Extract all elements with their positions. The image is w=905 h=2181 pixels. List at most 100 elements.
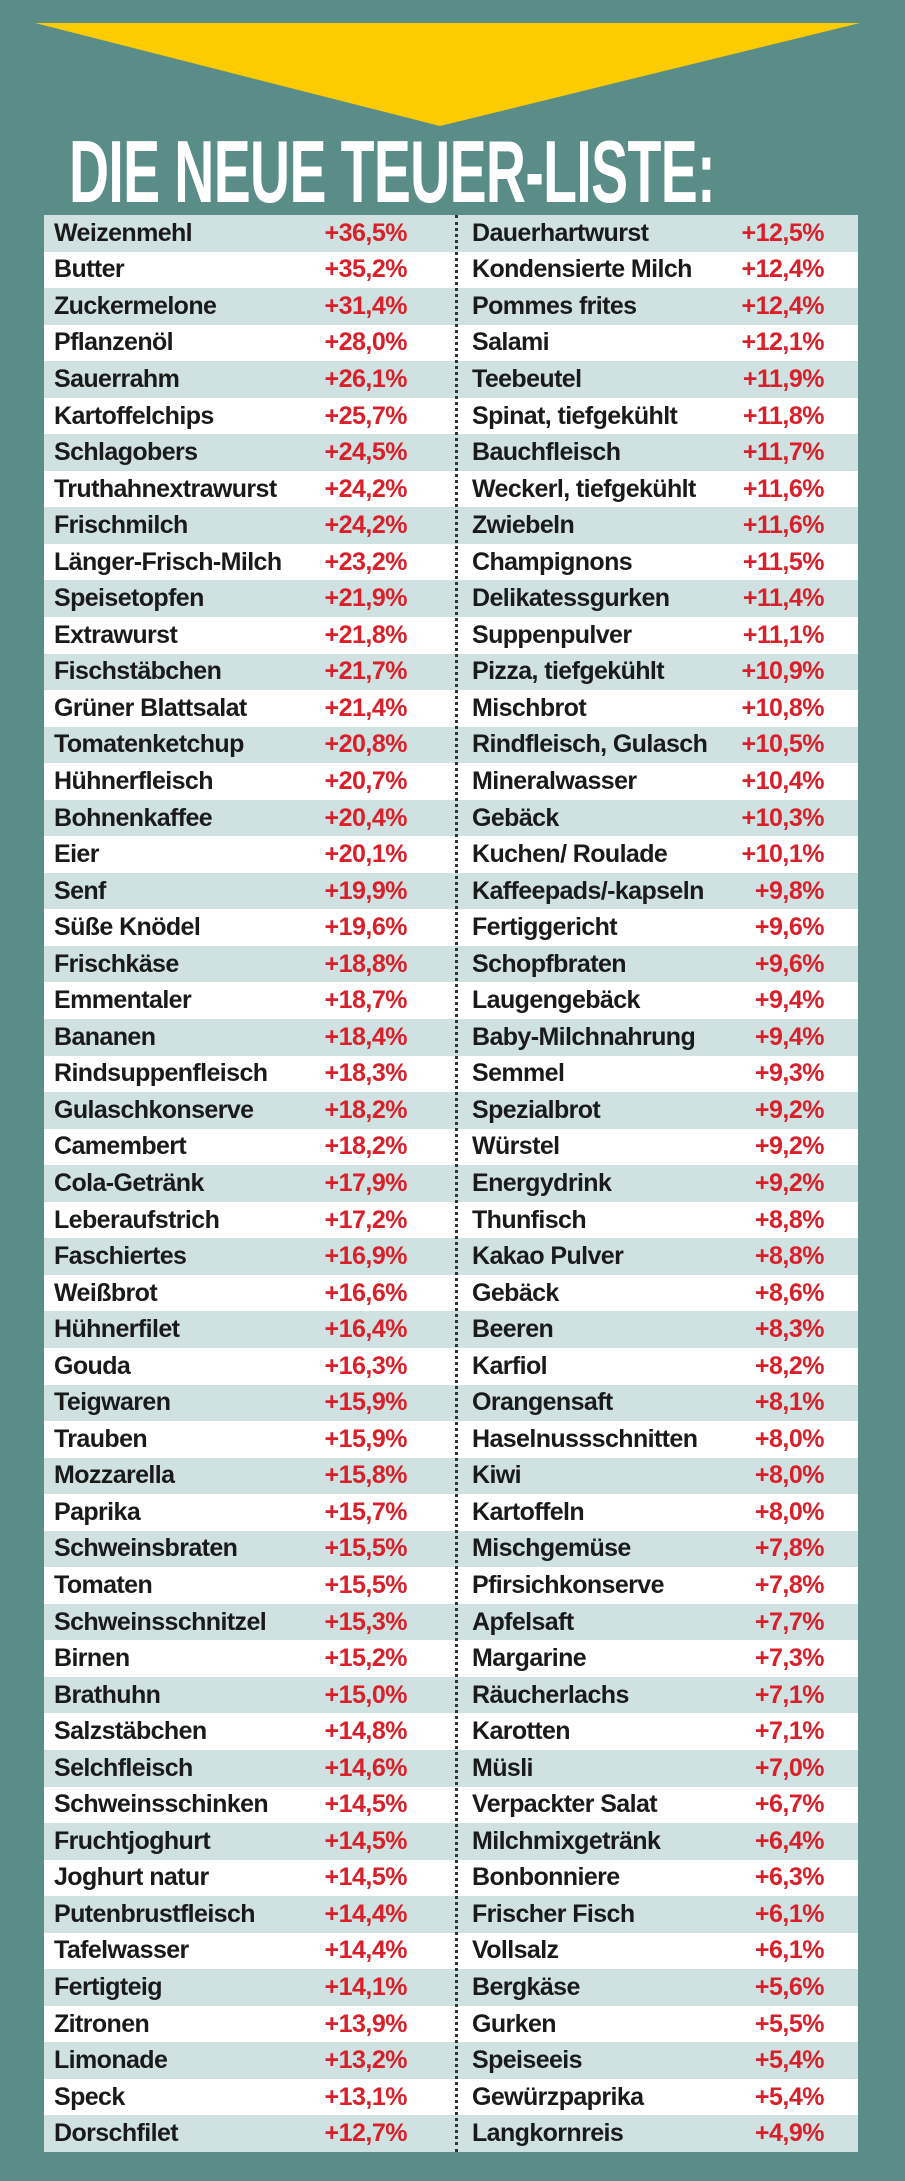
right-item-name: Margarine	[472, 1644, 587, 1673]
right-item-name: Gurken	[472, 2009, 557, 2038]
table-row: Camembert +18,2% Würstel +9,2%	[44, 1129, 858, 1166]
table-row: Limonade +13,2% Speiseeis +5,4%	[44, 2042, 858, 2079]
right-item-percent: +8,3%	[754, 1315, 825, 1344]
table-row: Truthahnextrawurst +24,2% Weckerl, tiefgek…	[44, 471, 858, 508]
right-item-percent: +9,6%	[754, 949, 825, 978]
right-item-name: Milchmixgetränk	[472, 1826, 661, 1855]
right-item-percent: +6,1%	[754, 1936, 825, 1965]
right-item-name: Bonbonniere	[472, 1863, 620, 1892]
left-item-name: Tafelwasser	[54, 1936, 189, 1965]
left-item-name: Brathuhn	[54, 1680, 161, 1709]
right-item-percent: +4,9%	[754, 2119, 825, 2148]
right-item-percent: +8,1%	[754, 1388, 825, 1417]
table-row: Salzstäbchen +14,8% Karotten +7,1%	[44, 1713, 858, 1750]
left-item-name: Frischmilch	[54, 511, 188, 540]
left-item-percent: +18,2%	[324, 1132, 408, 1161]
left-item-percent: +18,7%	[324, 986, 408, 1015]
right-item-name: Bauchfleisch	[472, 438, 621, 467]
right-item-percent: +12,4%	[741, 291, 825, 320]
left-item-name: Selchfleisch	[54, 1753, 193, 1782]
right-item-name: Gewürzpaprika	[472, 2082, 644, 2111]
left-item-percent: +14,1%	[324, 1973, 408, 2002]
right-item-percent: +11,7%	[742, 438, 825, 467]
left-item-name: Schweinsschinken	[54, 1790, 269, 1819]
table-row: Frischmilch +24,2% Zwiebeln +11,6%	[44, 507, 858, 544]
table-row: Butter +35,2% Kondensierte Milch +12,4%	[44, 252, 858, 289]
left-item-percent: +36,5%	[324, 218, 408, 247]
right-item-name: Verpackter Salat	[472, 1790, 658, 1819]
left-item-percent: +20,4%	[324, 803, 408, 832]
right-item-name: Semmel	[472, 1059, 565, 1088]
right-item-name: Pizza, tiefgekühlt	[472, 657, 665, 686]
left-item-percent: +18,2%	[324, 1095, 408, 1124]
table-row: Pflanzenöl +28,0% Salami +12,1%	[44, 325, 858, 362]
table-row: Sauerrahm +26,1% Teebeutel +11,9%	[44, 361, 858, 398]
right-item-name: Delikatessgurken	[472, 584, 670, 613]
left-item-percent: +14,5%	[324, 1790, 408, 1819]
right-item-percent: +6,1%	[754, 1899, 825, 1928]
left-item-percent: +20,8%	[324, 730, 408, 759]
left-item-percent: +31,4%	[324, 291, 408, 320]
left-item-name: Länger-Frisch-Milch	[54, 547, 282, 576]
left-item-name: Zuckermelone	[54, 291, 217, 320]
table-row: Fischstäbchen +21,7% Pizza, tiefgekühlt +10…	[44, 653, 858, 691]
right-item-percent: +10,8%	[741, 693, 825, 722]
right-item-name: Champignons	[472, 547, 633, 576]
right-item-name: Räucherlachs	[472, 1680, 629, 1709]
left-item-percent: +21,4%	[324, 693, 408, 722]
right-item-percent: +5,4%	[754, 2082, 825, 2111]
right-item-percent: +12,5%	[741, 218, 825, 247]
table-row: Birnen +15,2% Margarine +7,3%	[44, 1640, 858, 1677]
right-item-name: Pommes frites	[472, 291, 637, 320]
table-row: Schweinsbraten +15,5% Mischgemüse +7,8%	[44, 1530, 858, 1568]
table-row: Senf +19,9% Kaffeepads/-kapseln +9,8%	[44, 872, 858, 910]
right-item-name: Laugengebäck	[472, 986, 640, 1015]
right-item-percent: +8,2%	[754, 1351, 825, 1380]
right-item-name: Schopfbraten	[472, 949, 627, 978]
left-item-percent: +15,9%	[324, 1424, 408, 1453]
table-row: Faschiertes +16,9% Kakao Pulver +8,8%	[44, 1238, 858, 1275]
left-item-name: Mozzarella	[54, 1461, 175, 1490]
left-item-percent: +19,9%	[324, 876, 408, 905]
page-title: DIE NEUE TEUER-LISTE:	[69, 122, 716, 221]
right-item-percent: +9,8%	[754, 876, 825, 905]
left-item-percent: +14,6%	[324, 1753, 408, 1782]
right-item-percent: +9,2%	[754, 1168, 825, 1197]
table-row: Fruchtjoghurt +14,5% Milchmixgetränk +6,4%	[44, 1823, 858, 1860]
right-item-percent: +10,9%	[741, 657, 825, 686]
left-item-name: Schlagobers	[54, 438, 198, 467]
left-item-name: Eier	[54, 840, 99, 869]
left-item-percent: +16,9%	[324, 1242, 408, 1271]
right-item-percent: +7,3%	[754, 1644, 825, 1673]
table-row: Hühnerfilet +16,4% Beeren +8,3%	[44, 1311, 858, 1348]
left-item-percent: +18,4%	[324, 1022, 408, 1051]
table-row: Cola-Getränk +17,9% Energydrink +9,2%	[44, 1165, 858, 1202]
right-item-percent: +8,0%	[754, 1497, 825, 1526]
right-item-name: Frischer Fisch	[472, 1899, 635, 1928]
right-item-name: Speiseeis	[472, 2046, 583, 2075]
left-item-percent: +26,1%	[324, 364, 408, 393]
table-row: Zitronen +13,9% Gurken +5,5%	[44, 2006, 858, 2043]
left-item-name: Gulaschkonserve	[54, 1095, 254, 1124]
left-item-name: Camembert	[54, 1132, 187, 1161]
left-item-percent: +18,8%	[324, 949, 408, 978]
right-item-name: Teebeutel	[472, 364, 582, 393]
table-row: Bananen +18,4% Baby-Milchnahrung +9,4%	[44, 1019, 858, 1056]
right-item-percent: +12,1%	[741, 328, 825, 357]
left-item-name: Weizenmehl	[54, 218, 193, 247]
right-item-name: Kondensierte Milch	[472, 255, 692, 284]
right-item-name: Beeren	[472, 1315, 554, 1344]
left-item-name: Gouda	[54, 1351, 131, 1380]
right-item-percent: +11,4%	[742, 584, 825, 613]
left-item-name: Dorschfilet	[54, 2119, 179, 2148]
right-item-percent: +11,5%	[742, 547, 825, 576]
right-item-name: Apfelsaft	[472, 1607, 574, 1636]
left-item-percent: +25,7%	[324, 401, 408, 430]
table-row: Süße Knödel +19,6% Fertiggericht +9,6%	[44, 909, 858, 946]
left-item-name: Speck	[54, 2082, 125, 2111]
right-item-percent: +9,3%	[754, 1059, 825, 1088]
table-row: Zuckermelone +31,4% Pommes frites +12,4%	[44, 288, 858, 325]
left-item-name: Schweinsbraten	[54, 1534, 238, 1563]
right-item-name: Spinat, tiefgekühlt	[472, 401, 678, 430]
left-item-percent: +14,8%	[324, 1717, 408, 1746]
